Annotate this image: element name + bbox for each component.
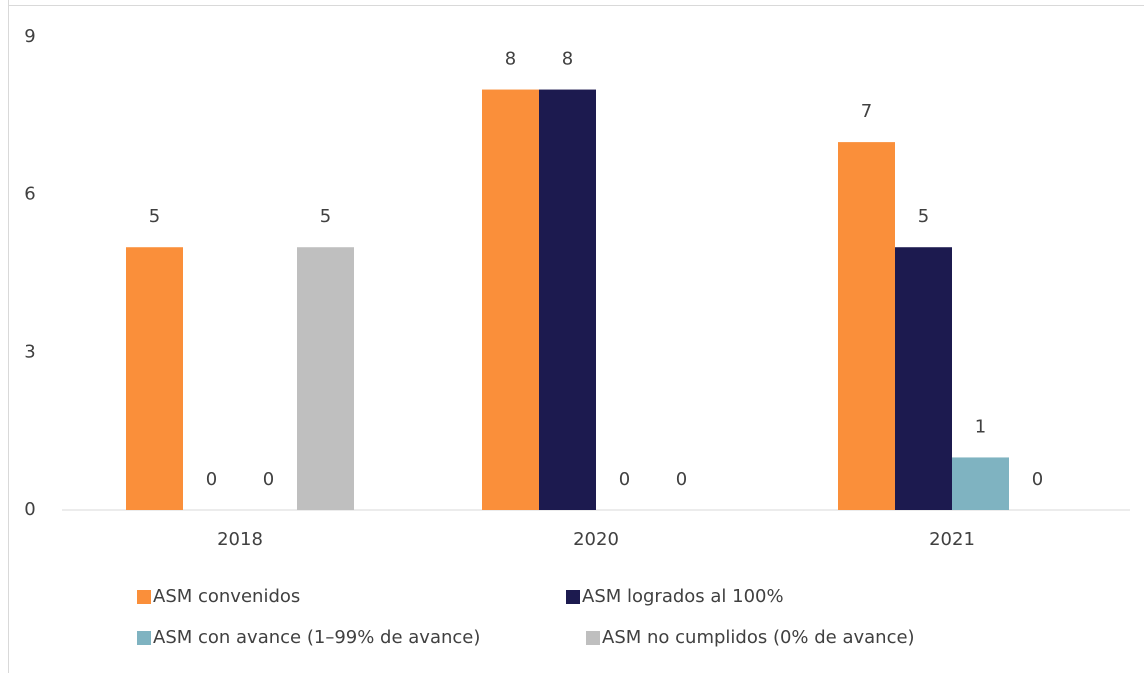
- data-label: 0: [263, 469, 274, 490]
- legend-swatch: [586, 631, 600, 645]
- data-label: 8: [562, 49, 573, 70]
- bar: [126, 247, 183, 510]
- data-label: 5: [320, 206, 331, 227]
- bar: [952, 457, 1009, 510]
- legend-swatch: [566, 590, 580, 604]
- data-label: 0: [676, 469, 687, 490]
- data-label: 5: [149, 206, 160, 227]
- legend-label: ASM no cumplidos (0% de avance): [602, 627, 915, 648]
- data-label: 0: [1032, 469, 1043, 490]
- bar: [838, 142, 895, 510]
- x-tick-label: 2021: [929, 529, 975, 550]
- legend-swatch: [137, 590, 151, 604]
- bar: [482, 89, 539, 511]
- legend-label: ASM con avance (1–99% de avance): [153, 627, 480, 648]
- y-tick-label: 6: [24, 184, 35, 205]
- data-label: 8: [505, 49, 516, 70]
- bar: [297, 247, 354, 510]
- data-label: 1: [975, 416, 986, 437]
- data-label: 5: [918, 206, 929, 227]
- data-label: 7: [861, 101, 872, 122]
- y-tick-label: 0: [24, 499, 35, 520]
- data-label: 0: [206, 469, 217, 490]
- data-label: 0: [619, 469, 630, 490]
- bar: [895, 247, 952, 510]
- y-tick-label: 9: [24, 26, 35, 47]
- legend-swatch: [137, 631, 151, 645]
- legend-label: ASM convenidos: [153, 586, 300, 607]
- bar: [539, 89, 596, 511]
- legend-label: ASM logrados al 100%: [582, 586, 784, 607]
- x-tick-label: 2018: [217, 529, 263, 550]
- x-tick-label: 2020: [573, 529, 619, 550]
- y-tick-label: 3: [24, 341, 35, 362]
